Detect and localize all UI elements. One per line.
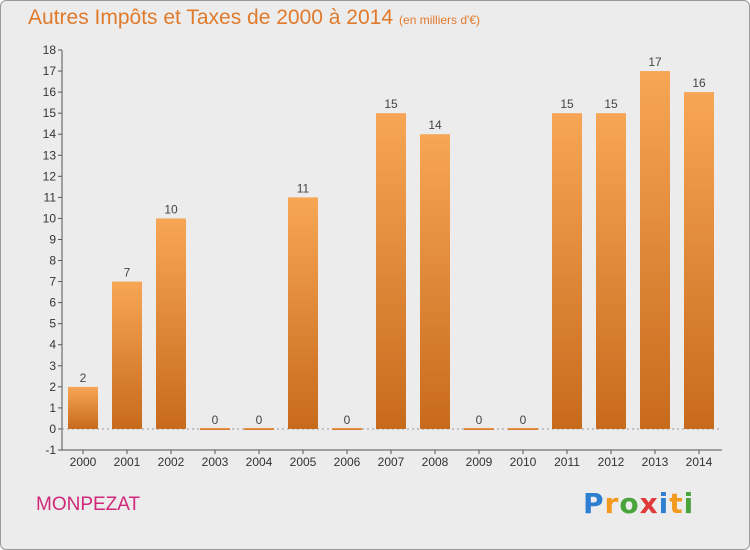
bar-2004 <box>244 427 274 430</box>
bar-2009 <box>464 427 494 430</box>
y-tick-label: 0 <box>49 422 56 436</box>
y-tick-label: 5 <box>49 317 56 331</box>
bar-2011 <box>552 113 582 429</box>
logo-letter: r <box>604 487 620 520</box>
bar-2003 <box>200 427 230 430</box>
value-label-2006: 0 <box>344 413 351 427</box>
value-label-2014: 16 <box>692 76 706 90</box>
y-tick-label: 10 <box>43 211 57 225</box>
y-tick-label: -1 <box>45 443 56 457</box>
x-tick-label: 2006 <box>334 455 361 469</box>
bar-2013 <box>640 71 670 429</box>
value-label-2002: 10 <box>164 202 178 216</box>
y-tick-label: 15 <box>43 106 57 120</box>
bar-2014 <box>684 92 714 429</box>
y-tick-label: 18 <box>43 43 57 57</box>
value-label-2012: 15 <box>604 97 618 111</box>
value-label-2005: 11 <box>297 181 310 195</box>
chart-bars <box>68 71 714 430</box>
bar-2010 <box>508 427 538 430</box>
bar-2000 <box>68 386 98 429</box>
proxiti-logo: Proxiti <box>583 487 694 520</box>
y-tick-label: 13 <box>43 148 57 162</box>
y-tick-label: 1 <box>49 401 56 415</box>
value-label-2013: 17 <box>648 55 662 69</box>
x-tick-label: 2003 <box>202 455 229 469</box>
value-label-2007: 15 <box>384 97 398 111</box>
bar-2001 <box>112 281 142 429</box>
commune-name: MONPEZAT <box>36 494 141 515</box>
y-tick-label: 9 <box>49 232 56 246</box>
y-tick-label: 7 <box>49 275 56 289</box>
y-tick-label: 14 <box>43 127 57 141</box>
chart-value-labels: 2 7 10 0 0 11 0 15 14 0 0 15 15 17 16 <box>80 55 706 427</box>
value-label-2000: 2 <box>80 371 87 385</box>
bar-2008 <box>420 134 450 429</box>
y-tick-label: 16 <box>43 85 57 99</box>
title-text: Autres Impôts et Taxes de 2000 à 2014 <box>28 6 394 29</box>
value-label-2001: 7 <box>124 266 131 280</box>
logo-letter: o <box>619 487 640 520</box>
value-label-2011: 15 <box>560 97 574 111</box>
logo-letter: t <box>669 487 684 520</box>
x-tick-label: 2010 <box>510 455 537 469</box>
x-tick-label: 2012 <box>598 455 625 469</box>
chart-title: Autres Impôts et Taxes de 2000 à 2014 (en… <box>28 6 480 30</box>
x-tick-label: 2014 <box>686 455 713 469</box>
bar-2005 <box>288 197 318 429</box>
x-tick-label: 2002 <box>158 455 185 469</box>
bar-2012 <box>596 113 626 429</box>
logo-letter: P <box>583 487 605 520</box>
value-label-2010: 0 <box>520 413 527 427</box>
y-tick-label: 3 <box>49 359 56 373</box>
x-tick-label: 2000 <box>70 455 97 469</box>
value-label-2004: 0 <box>256 413 263 427</box>
logo-letter: i <box>658 487 670 520</box>
x-tick-label: 2001 <box>114 455 141 469</box>
y-tick-label: 4 <box>49 338 56 352</box>
y-tick-label: 2 <box>49 380 56 394</box>
x-tick-label: 2007 <box>378 455 405 469</box>
x-tick-label: 2009 <box>466 455 493 469</box>
y-tick-label: 6 <box>49 296 56 310</box>
bar-2002 <box>156 218 186 429</box>
y-tick-label: 11 <box>44 190 57 204</box>
x-tick-label: 2004 <box>246 455 273 469</box>
bar-2007 <box>376 113 406 429</box>
y-tick-label: 17 <box>43 64 57 78</box>
y-tick-label: 8 <box>49 254 56 268</box>
value-label-2009: 0 <box>476 413 483 427</box>
y-tick-label: 12 <box>43 169 57 183</box>
logo-letter: x <box>639 487 659 520</box>
x-tick-label: 2011 <box>554 455 580 469</box>
value-label-2008: 14 <box>428 118 442 132</box>
chart-subtitle: (en milliers d'€) <box>399 13 481 27</box>
x-tick-label: 2008 <box>422 455 449 469</box>
value-label-2003: 0 <box>212 413 219 427</box>
logo-letter: i <box>683 487 695 520</box>
bar-2006 <box>332 427 362 430</box>
x-tick-label: 2005 <box>290 455 317 469</box>
x-tick-label: 2013 <box>642 455 669 469</box>
